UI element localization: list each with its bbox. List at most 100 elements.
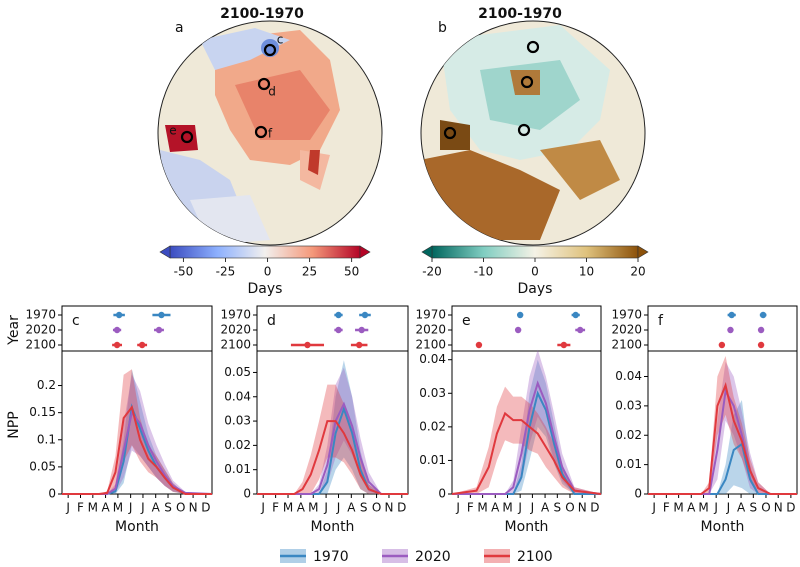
x-tick-label: F	[663, 501, 670, 515]
colorbar-extend	[421, 245, 433, 259]
x-axis-label: Month	[115, 519, 159, 535]
series-line	[257, 420, 408, 495]
colorbar	[169, 245, 361, 259]
x-tick-label: O	[372, 501, 381, 515]
timing-point	[155, 326, 163, 334]
timing-point	[728, 311, 735, 319]
x-tick-label: M	[308, 501, 318, 515]
x-tick-label: J	[651, 501, 656, 515]
y-tick-label: 0.04	[419, 352, 446, 366]
x-tick-label: N	[384, 501, 393, 515]
x-tick-label: A	[347, 501, 356, 515]
timing-row-label: 2020	[415, 323, 446, 337]
x-tick-label: J	[323, 501, 328, 515]
colorbar-tick-label: -25	[216, 265, 236, 279]
uncertainty-band	[648, 361, 797, 494]
x-tick-label: A	[101, 501, 110, 515]
x-tick-label: A	[152, 501, 161, 515]
plot-frame	[61, 350, 213, 495]
site-marker	[526, 40, 540, 54]
timing-point	[759, 311, 767, 319]
panel-label: e	[462, 313, 471, 329]
x-tick-label: O	[565, 501, 574, 515]
panel-label: a	[175, 20, 184, 36]
site-marker	[520, 75, 534, 89]
x-tick-label: D	[201, 501, 210, 515]
site-label: e	[169, 124, 176, 138]
timing-point	[727, 326, 734, 334]
site-marker	[180, 130, 194, 144]
y-tick-label: 0.03	[419, 386, 446, 400]
timing-point	[361, 311, 369, 319]
x-tick-label: A	[491, 501, 500, 515]
timing-row-label: 1970	[220, 308, 251, 322]
panel-label: c	[72, 313, 80, 329]
y-tick-label: 0.01	[224, 462, 251, 476]
x-tick-label: N	[578, 501, 587, 515]
colorbar-tick-label: 25	[302, 265, 317, 279]
y-tick-label: 0.03	[224, 414, 251, 428]
timing-row-label: 1970	[611, 308, 642, 322]
series-line	[648, 381, 797, 495]
y-tick-label: 0	[243, 487, 251, 501]
y-tick-label: 0.01	[419, 453, 446, 467]
plot-frame	[256, 350, 409, 495]
site-label: c	[277, 33, 284, 47]
x-tick-label: S	[164, 501, 172, 515]
y-tick-label: 0.04	[615, 369, 642, 383]
timing-frame	[256, 305, 409, 352]
site-marker	[443, 126, 457, 140]
x-tick-label: M	[673, 501, 683, 515]
x-tick-label: J	[128, 501, 133, 515]
x-tick-label: F	[467, 501, 474, 515]
timing-point	[138, 341, 146, 349]
timing-point	[757, 326, 765, 334]
site-label: d	[268, 85, 276, 99]
colorbar-label: Days	[518, 281, 553, 297]
uncertainty-band	[257, 360, 408, 494]
timing-row-label: 2100	[25, 338, 56, 352]
site-marker	[257, 77, 271, 91]
x-tick-label: D	[590, 501, 599, 515]
map-title: 2100-1970	[220, 6, 304, 22]
x-axis-label: Month	[701, 519, 745, 535]
x-tick-label: N	[774, 501, 783, 515]
timing-point	[158, 311, 165, 319]
timing-row-label: 2100	[611, 338, 642, 352]
colorbar-extend	[159, 245, 171, 259]
timing-point	[516, 311, 524, 319]
y-tick-label: 0	[634, 487, 642, 501]
x-tick-label: S	[554, 501, 562, 515]
x-tick-label: M	[698, 501, 708, 515]
x-tick-label: J	[140, 501, 145, 515]
uncertainty-band	[62, 374, 212, 494]
colorbar-label: Days	[248, 281, 283, 297]
colorbar-tick-label: -20	[422, 265, 442, 279]
x-tick-label: F	[272, 501, 279, 515]
colorbar-tick-label: -10	[474, 265, 494, 279]
series-line	[648, 442, 797, 495]
panel-label: b	[438, 20, 447, 36]
x-tick-label: J	[726, 501, 731, 515]
x-tick-label: A	[541, 501, 550, 515]
timing-point	[718, 341, 726, 349]
x-tick-label: D	[397, 501, 406, 515]
colorbar-extend	[359, 245, 371, 259]
timing-point	[560, 341, 568, 349]
y-axis-label: NPP	[6, 411, 22, 438]
colorbar-tick-label: 10	[579, 265, 594, 279]
x-axis-label: Month	[311, 519, 355, 535]
x-tick-label: A	[297, 501, 306, 515]
y-tick-label: 0.02	[224, 438, 251, 452]
x-tick-label: M	[88, 501, 98, 515]
legend-label: 2020	[415, 549, 451, 565]
site-marker	[517, 123, 531, 137]
timing-row-label: 2100	[415, 338, 446, 352]
series-line	[451, 411, 602, 495]
x-tick-label: F	[77, 501, 84, 515]
x-tick-label: A	[687, 501, 696, 515]
x-tick-label: J	[336, 501, 341, 515]
uncertainty-band	[257, 367, 408, 494]
timing-point	[115, 311, 123, 319]
